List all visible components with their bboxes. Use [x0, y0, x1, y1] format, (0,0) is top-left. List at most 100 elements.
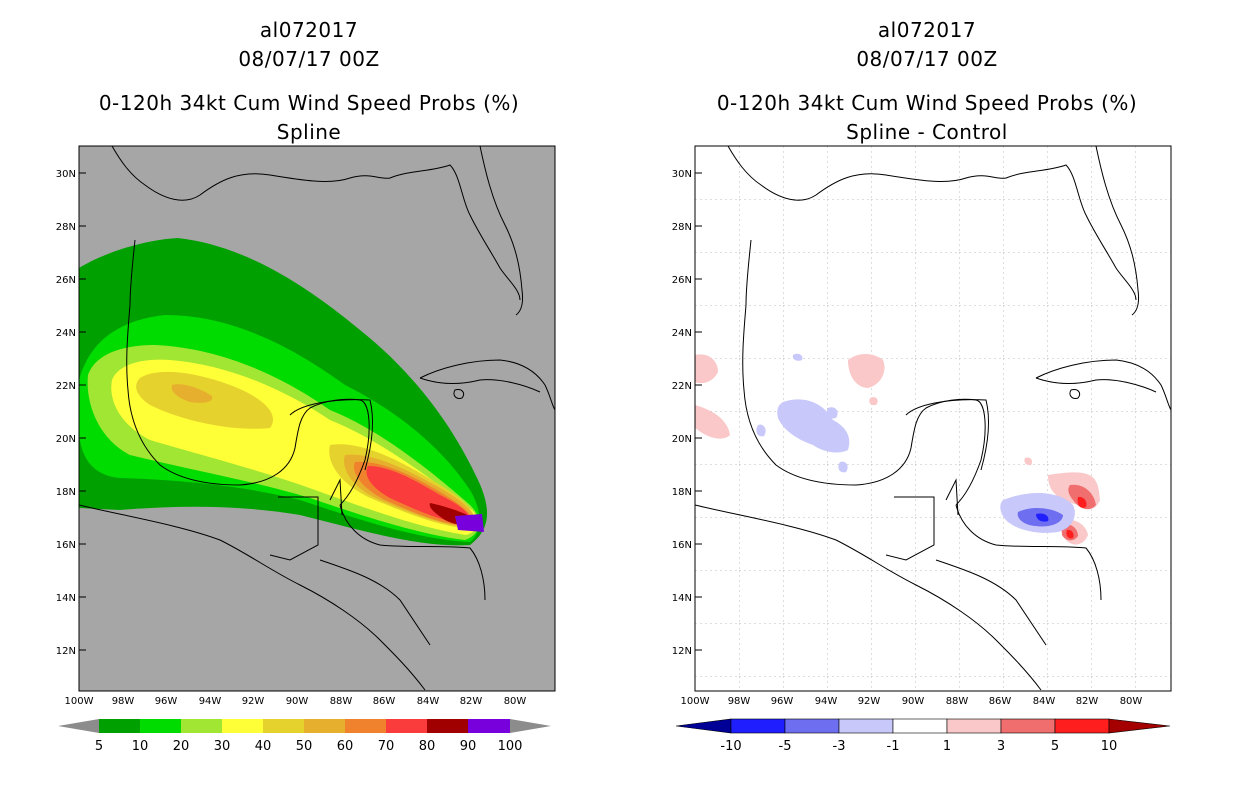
texas-mexico-coast — [126, 239, 370, 506]
lat-label: 12N — [56, 646, 76, 657]
lon-label: 94W — [199, 696, 222, 707]
lat-label: 28N — [56, 222, 76, 233]
colorbar-arrow-right — [510, 719, 551, 733]
coastlines — [79, 146, 555, 691]
colorbar-label: 100 — [498, 739, 523, 754]
colorbar — [675, 718, 1171, 734]
panel-spline: al072017 08/07/17 00Z 0-120h 34kt Cum Wi… — [56, 18, 556, 754]
map-figure: 30N 28N 26N 24N 22N 20N 18N 16N 14N 12N … — [672, 145, 1172, 754]
lat-label: 12N — [672, 646, 692, 657]
lat-label: 20N — [56, 434, 76, 445]
prob-50-60 — [171, 384, 213, 403]
lon-label: 86W — [989, 696, 1012, 707]
lat-label: 24N — [672, 328, 692, 339]
lat-label: 24N — [56, 328, 76, 339]
lat-ticks — [79, 172, 86, 651]
colorbar-swatch — [468, 719, 510, 733]
lat-label: 30N — [672, 169, 692, 180]
colorbar-swatch — [345, 719, 386, 733]
colorbar-label: 5 — [95, 739, 103, 754]
colorbar-labels: -10 -5 -3 -1 1 3 5 10 — [720, 739, 1117, 754]
lon-label: 92W — [858, 696, 881, 707]
lon-label: 82W — [460, 696, 483, 707]
map-frame — [694, 145, 1172, 692]
florida-east — [479, 146, 523, 316]
colorbar-label: 10 — [1101, 739, 1118, 754]
yucatan — [905, 399, 989, 471]
diff-pos-5-10 — [1066, 529, 1074, 539]
pacific-coast — [79, 504, 426, 691]
cuba-south — [419, 377, 541, 393]
panel-spline-control: al072017 08/07/17 00Z 0-120h 34kt Cum Wi… — [618, 0, 1236, 800]
colorbar-label: -10 — [720, 739, 741, 754]
colorbar-swatch — [99, 719, 140, 733]
lon-label: 98W — [112, 696, 135, 707]
florida-east — [1095, 146, 1139, 316]
lon-label: 98W — [728, 696, 751, 707]
lat-label: 22N — [672, 381, 692, 392]
lat-label: 20N — [672, 434, 692, 445]
belize-border — [945, 478, 959, 516]
colorbar-arrow-left — [675, 718, 732, 734]
lon-label: 88W — [946, 696, 969, 707]
colorbar-label: -1 — [887, 739, 900, 754]
colorbar-label: 60 — [337, 739, 354, 754]
lon-label: 92W — [242, 696, 265, 707]
colorbar-label: 3 — [997, 739, 1005, 754]
colorbar-label: 90 — [460, 739, 477, 754]
gulf-coast — [111, 146, 521, 301]
isla-juventud — [453, 389, 465, 399]
colorbar-label: 20 — [173, 739, 190, 754]
colorbar-label: -3 — [833, 739, 846, 754]
lon-label: 90W — [286, 696, 309, 707]
colorbar-swatch — [386, 719, 427, 733]
prob-90-100 — [455, 514, 484, 532]
diff-neg-5-10 — [1036, 513, 1049, 522]
colorbar-swatch — [730, 718, 786, 734]
diff-pos-1-3 — [869, 397, 878, 406]
lon-label: 100W — [681, 696, 710, 707]
diff-pos-5-10 — [1077, 496, 1087, 508]
texas-mexico-coast — [742, 239, 986, 506]
product-title: 0-120h 34kt Cum Wind Speed Probs (%) — [716, 91, 1138, 115]
honduras-border — [319, 559, 431, 646]
lon-label: 80W — [504, 696, 527, 707]
map-frame — [78, 145, 556, 692]
colorbar-swatch — [222, 719, 263, 733]
graticule — [695, 146, 1171, 691]
coastlines — [695, 146, 1171, 691]
lat-label: 18N — [672, 487, 692, 498]
colorbar-swatch — [181, 719, 222, 733]
colorbar-label: 30 — [214, 739, 231, 754]
subtitle: Spline — [276, 120, 342, 144]
diff-pos-3-5 — [1068, 484, 1096, 510]
diff-neg-1-3 — [756, 424, 766, 437]
lat-label: 14N — [56, 593, 76, 604]
colorbar-swatch — [838, 718, 894, 734]
lon-labels: 100W 98W 96W 94W 92W 90W 88W 86W 84W 82W… — [681, 696, 1143, 707]
colorbar-label: -5 — [779, 739, 792, 754]
lon-label: 90W — [902, 696, 925, 707]
storm-id: al072017 — [259, 18, 359, 42]
colorbar — [58, 719, 551, 733]
lon-label: 88W — [330, 696, 353, 707]
lon-label: 94W — [815, 696, 838, 707]
datetime: 08/07/17 00Z — [238, 47, 380, 71]
diff-neg-1-3 — [777, 399, 850, 453]
cuba-south — [1035, 377, 1157, 393]
product-title: 0-120h 34kt Cum Wind Speed Probs (%) — [98, 91, 520, 115]
subtitle: Spline - Control — [846, 120, 1008, 144]
guatemala-border — [885, 496, 935, 561]
colorbar-label: 70 — [378, 739, 395, 754]
belize-border — [329, 478, 343, 516]
diff-neg-1-3 — [792, 353, 803, 361]
difference-shading — [695, 353, 1100, 545]
colorbar-swatch — [263, 719, 304, 733]
cuba — [419, 359, 555, 411]
lon-label: 84W — [1033, 696, 1056, 707]
lat-ticks — [695, 172, 702, 651]
colorbar-arrow-left — [58, 719, 99, 733]
map-figure: 30N 28N 26N 24N 22N 20N 18N 16N 14N 12N … — [56, 145, 556, 754]
lon-label: 86W — [373, 696, 396, 707]
datetime: 08/07/17 00Z — [856, 47, 998, 71]
